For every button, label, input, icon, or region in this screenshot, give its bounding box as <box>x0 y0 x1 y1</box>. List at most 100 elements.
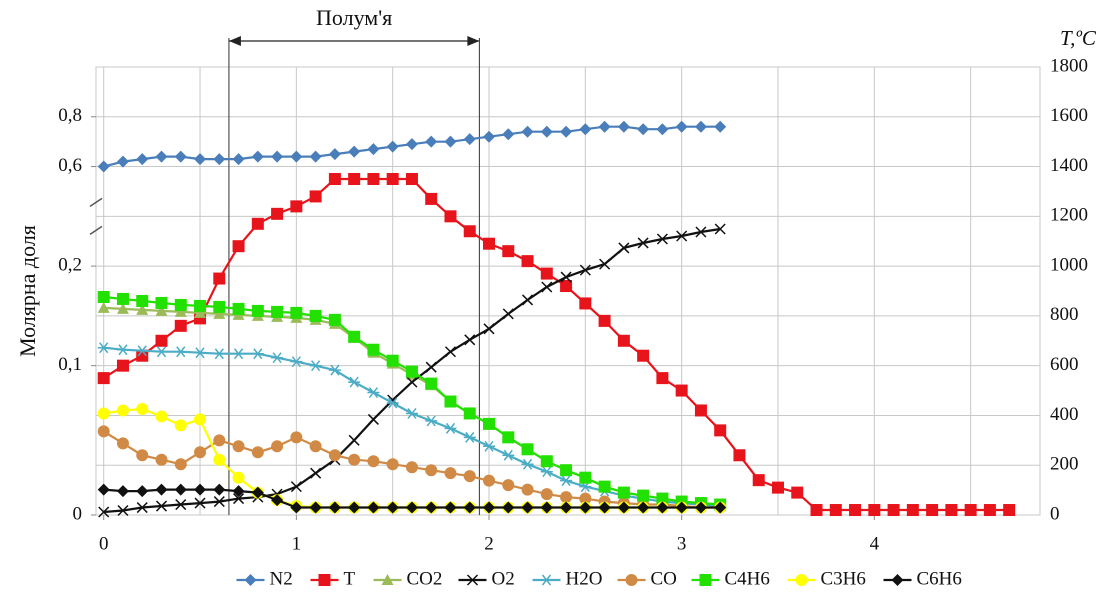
marker <box>502 128 515 141</box>
marker <box>598 480 611 493</box>
marker <box>136 153 149 166</box>
x-tick-label: 4 <box>870 533 880 554</box>
y2-tick-label: 1800 <box>1050 55 1088 76</box>
marker <box>194 153 207 166</box>
marker <box>290 501 303 514</box>
marker <box>579 264 591 276</box>
y2-tick-label: 200 <box>1050 454 1079 475</box>
marker <box>714 501 727 514</box>
marker <box>560 464 573 477</box>
marker <box>213 272 226 285</box>
marker <box>906 504 919 517</box>
legend-label: N2 <box>270 568 293 589</box>
marker <box>232 440 245 453</box>
marker <box>251 446 264 459</box>
marker <box>598 314 611 327</box>
marker <box>579 501 592 514</box>
marker <box>328 364 341 376</box>
marker <box>136 402 149 415</box>
marker <box>405 173 418 185</box>
marker <box>521 501 534 514</box>
marker <box>251 304 264 317</box>
marker <box>444 501 457 514</box>
marker <box>502 431 515 444</box>
marker <box>386 354 399 367</box>
y2-tick-label: 400 <box>1050 404 1079 425</box>
legend-label: C3H6 <box>821 568 866 589</box>
marker <box>290 306 303 319</box>
marker <box>194 347 207 359</box>
marker <box>174 305 187 317</box>
marker <box>541 281 553 293</box>
y2-tick-label: 800 <box>1050 304 1079 325</box>
marker <box>656 492 669 505</box>
marker <box>328 313 341 326</box>
marker <box>117 504 129 517</box>
marker <box>348 376 361 388</box>
marker <box>463 225 476 238</box>
marker <box>694 404 707 417</box>
marker <box>444 467 457 480</box>
marker <box>367 173 380 185</box>
marker <box>540 125 553 138</box>
annotation-text: Полум'я <box>316 5 392 30</box>
marker <box>795 574 808 586</box>
marker <box>502 308 514 320</box>
y-tick-label: 0,1 <box>58 354 82 375</box>
marker <box>328 148 341 161</box>
marker <box>290 200 303 213</box>
legend-item: H2O <box>532 568 602 589</box>
marker <box>318 574 331 586</box>
marker <box>463 133 476 146</box>
marker <box>560 125 573 138</box>
marker <box>155 304 168 316</box>
marker <box>694 120 707 133</box>
marker <box>232 485 245 498</box>
marker <box>656 501 669 514</box>
marker <box>251 486 264 499</box>
marker <box>155 334 168 347</box>
marker <box>136 303 149 315</box>
marker <box>271 150 284 163</box>
marker <box>502 501 515 514</box>
marker <box>386 397 399 409</box>
marker <box>97 425 110 438</box>
legend-label: C6H6 <box>917 568 962 589</box>
marker <box>617 334 630 347</box>
marker <box>232 240 245 253</box>
marker <box>97 342 110 354</box>
marker <box>521 125 534 138</box>
marker <box>791 486 804 499</box>
marker <box>194 413 207 426</box>
marker <box>310 467 322 479</box>
marker <box>656 123 669 136</box>
marker <box>290 481 302 493</box>
marker <box>271 305 284 318</box>
marker <box>714 424 727 437</box>
marker <box>502 245 515 258</box>
marker <box>328 449 341 462</box>
marker <box>406 376 418 388</box>
marker <box>97 301 110 313</box>
marker <box>97 483 110 496</box>
x-tick-label: 2 <box>484 533 494 554</box>
marker <box>232 348 245 360</box>
marker <box>309 309 322 322</box>
marker <box>116 437 129 450</box>
marker <box>309 150 322 163</box>
marker <box>155 500 168 512</box>
marker <box>213 434 226 447</box>
marker <box>155 453 168 466</box>
marker <box>1003 504 1016 517</box>
marker <box>405 407 418 419</box>
marker <box>675 384 688 397</box>
marker <box>367 501 380 514</box>
marker <box>849 504 862 517</box>
marker <box>425 501 438 514</box>
y2-tick-label: 1000 <box>1050 254 1088 275</box>
marker <box>405 365 418 378</box>
marker <box>637 489 650 502</box>
marker <box>560 280 573 293</box>
marker <box>714 120 727 133</box>
marker <box>425 464 438 477</box>
